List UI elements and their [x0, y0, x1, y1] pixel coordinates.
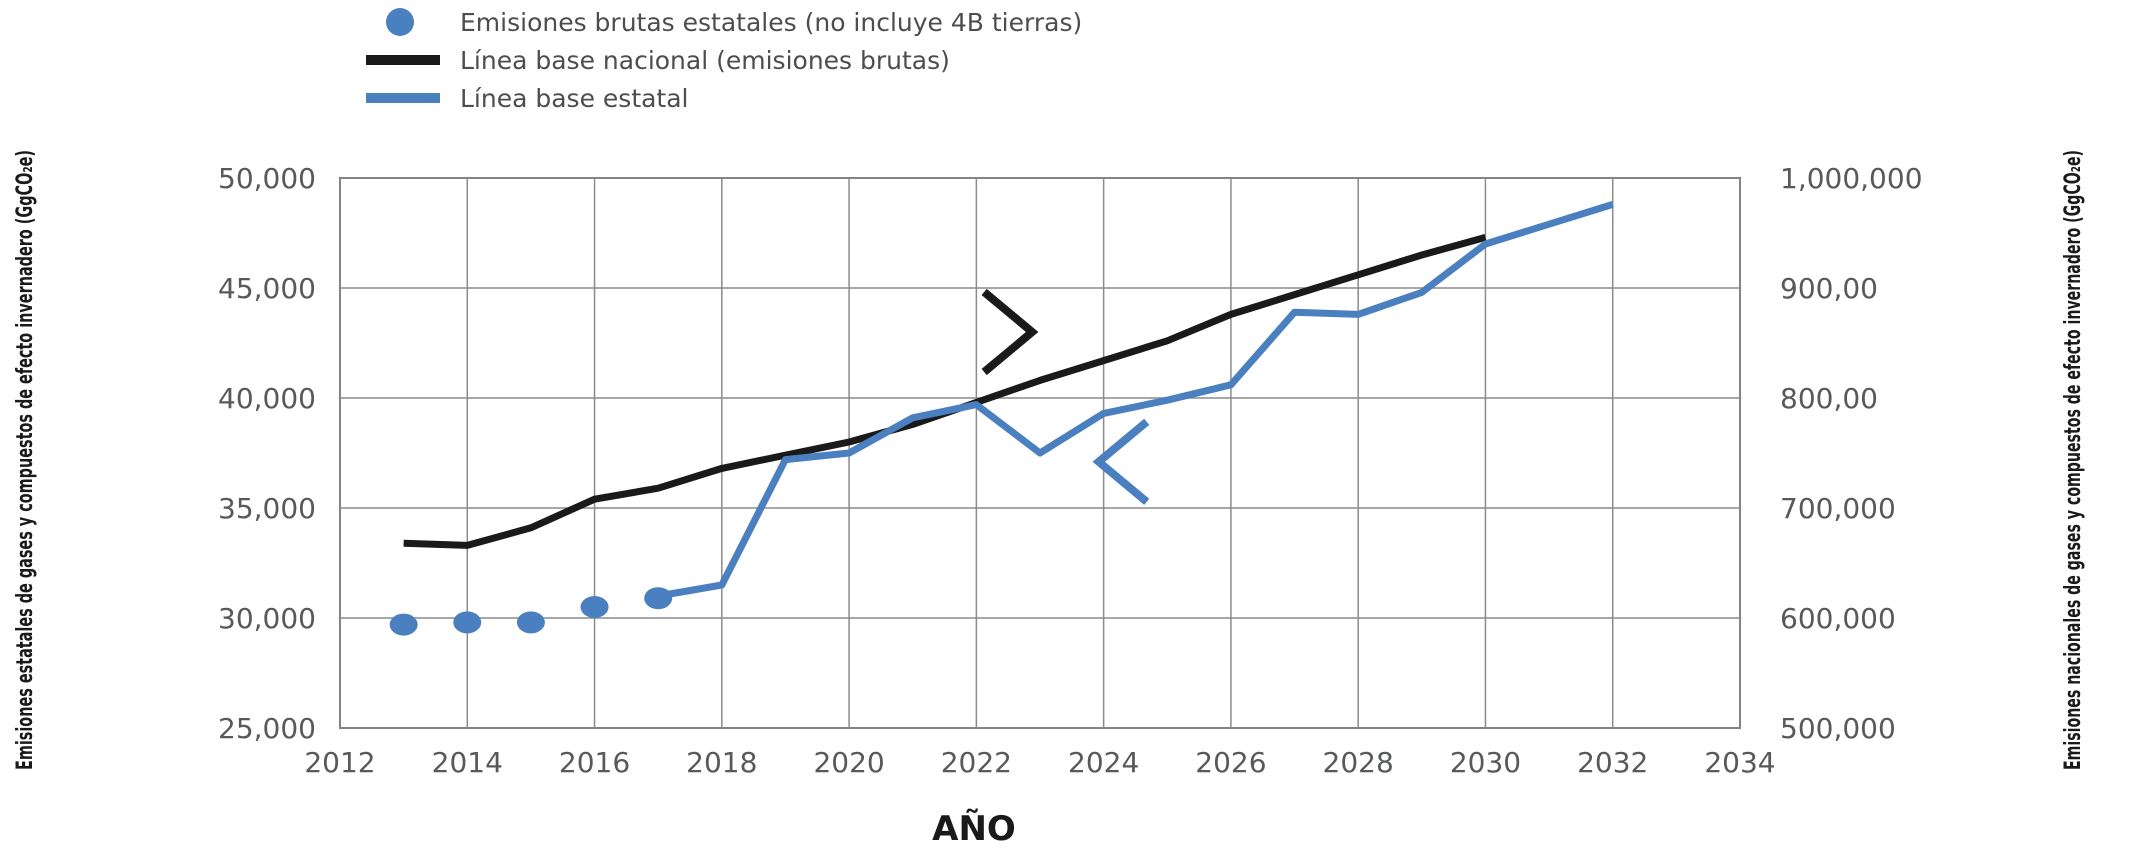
series-line [657, 201, 1614, 600]
chevron-left-icon [1092, 418, 1150, 505]
y-left-tick-label: 40,000 [218, 382, 316, 415]
x-tick-label: 2016 [559, 746, 630, 779]
legend-label-estatales: Emisiones brutas estatales (no incluye 4… [460, 8, 1082, 37]
x-tick-label: 2012 [304, 746, 375, 779]
y-right-tick-label: 600,000 [1780, 602, 1896, 635]
legend-label-nacional: Línea base nacional (emisiones brutas) [460, 46, 950, 75]
x-tick-label: 2028 [1323, 746, 1394, 779]
data-point [389, 613, 418, 636]
y-right-tick-label: 800,00 [1780, 382, 1878, 415]
y-right-tick-label: 700,000 [1780, 492, 1896, 525]
series-layer [389, 201, 1614, 636]
chevron-right-icon [981, 288, 1039, 376]
x-tick-label: 2024 [1068, 746, 1139, 779]
data-point [580, 596, 609, 618]
x-tick-label: 2026 [1195, 746, 1266, 779]
x-axis-ticks: 2012 2014 2016 2018 2020 2022 2024 2026 2028 2030… [304, 746, 1775, 779]
y-right-tick-label: 900,00 [1780, 272, 1878, 305]
y-left-tick-label: 25,000 [218, 712, 316, 745]
y-left-tick-label: 45,000 [218, 272, 316, 305]
x-axis-title: AÑO [932, 808, 1016, 849]
y-axis-right-title: Emisiones nacionales de gases y compuest… [2061, 150, 2086, 770]
x-tick-label: 2020 [813, 746, 884, 779]
y-left-tick-label: 50,000 [218, 162, 316, 195]
series-line [403, 234, 1487, 549]
x-tick-label: 2034 [1704, 746, 1775, 779]
y-axis-right-ticks: 500,000 600,000 700,000 800,00 900,00 1,000,0… [1780, 162, 1923, 745]
x-tick-label: 2018 [686, 746, 757, 779]
data-point [516, 611, 545, 634]
y-left-tick-label: 35,000 [218, 492, 316, 525]
legend: Emisiones brutas estatales (no incluye 4… [366, 8, 1082, 113]
x-tick-label: 2022 [941, 746, 1012, 779]
legend-label-estatal: Línea base estatal [460, 84, 689, 113]
data-point [644, 587, 673, 610]
y-axis-left-title: Emisiones estatales de gases y compuesto… [13, 150, 38, 770]
y-left-tick-label: 30,000 [218, 602, 316, 635]
legend-dot-icon [386, 8, 414, 36]
y-right-tick-label: 1,000,000 [1780, 162, 1923, 195]
annotations [981, 288, 1150, 505]
x-tick-label: 2014 [432, 746, 503, 779]
x-tick-label: 2030 [1450, 746, 1521, 779]
data-point [453, 611, 482, 634]
x-tick-label: 2032 [1577, 746, 1648, 779]
y-axis-left-ticks: 25,000 30,000 35,000 40,000 45,000 50,000 [218, 162, 316, 745]
y-right-tick-label: 500,000 [1780, 712, 1896, 745]
